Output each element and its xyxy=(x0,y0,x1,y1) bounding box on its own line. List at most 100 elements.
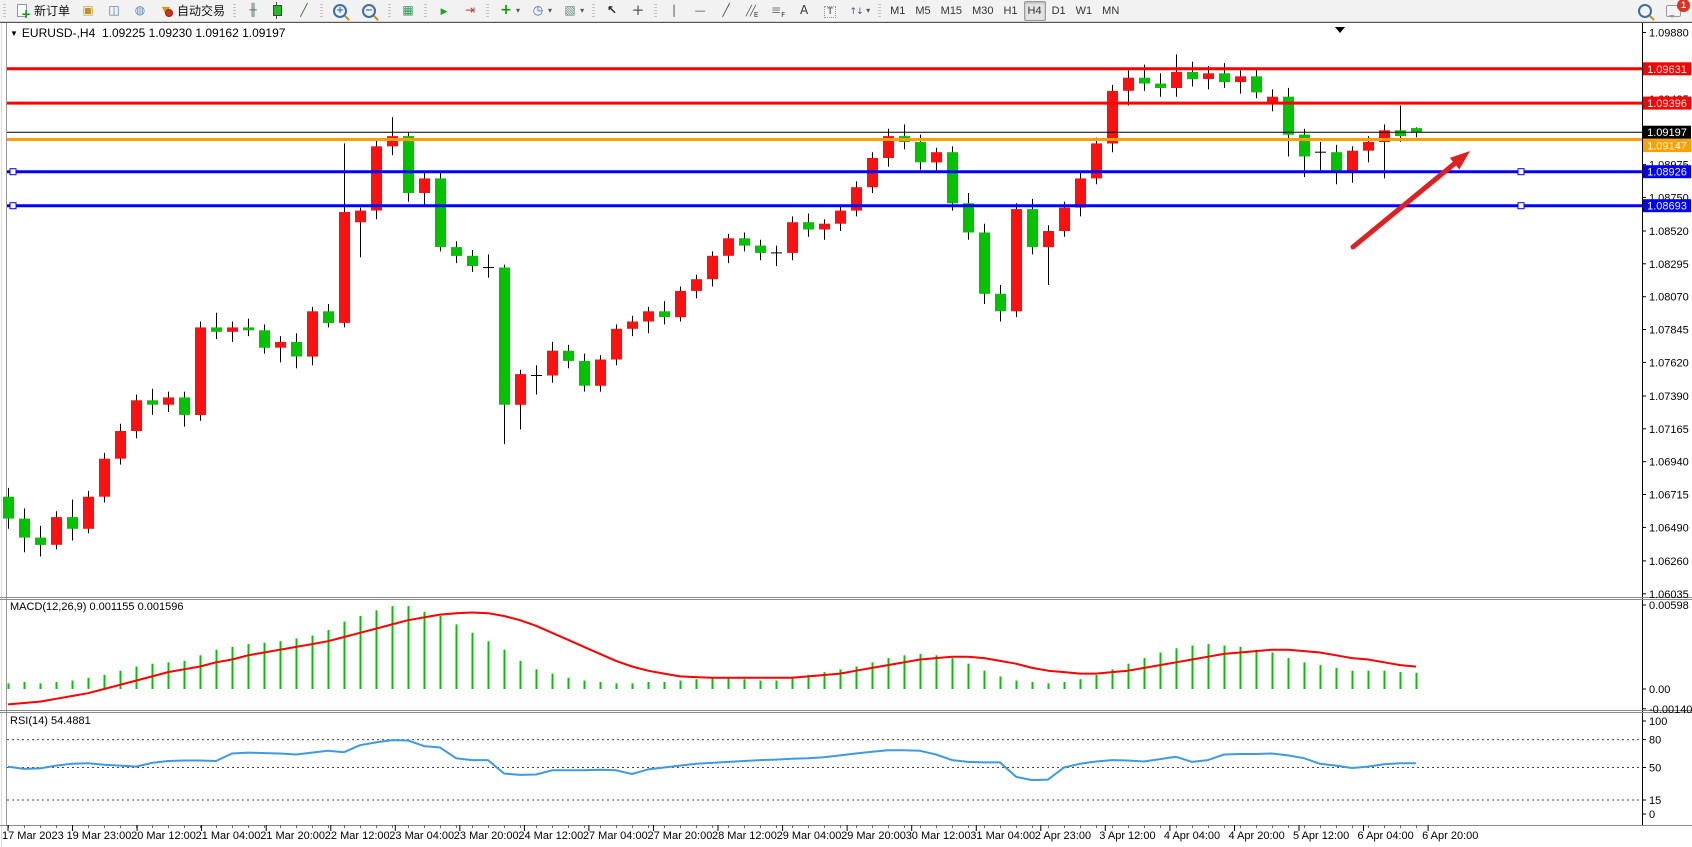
annotation-arrow-shaft[interactable] xyxy=(1350,158,1461,250)
candle-body xyxy=(819,223,830,230)
candle-body xyxy=(371,146,382,211)
price-level-label xyxy=(1643,62,1691,76)
tf-h1[interactable]: H1 xyxy=(999,1,1021,21)
periods-button[interactable]: ▾ xyxy=(526,1,556,21)
tf-w1[interactable]: W1 xyxy=(1072,1,1097,21)
price-tick-label: 1.07390 xyxy=(1649,391,1689,403)
autotrade-button[interactable]: 自动交易 xyxy=(154,1,229,21)
price-level-label-text: 1.08926 xyxy=(1647,167,1687,179)
candle-body xyxy=(403,136,414,193)
candle-body xyxy=(1347,150,1358,172)
candle-body xyxy=(595,359,606,386)
level-handle[interactable] xyxy=(1517,168,1525,176)
candle-body xyxy=(515,374,526,405)
tf-m5[interactable]: M5 xyxy=(911,1,934,21)
time-axis-label: 31 Mar 04:00 xyxy=(970,830,1035,842)
candle-body xyxy=(1283,96,1294,135)
candle-body xyxy=(1043,231,1054,248)
candle-body xyxy=(691,279,702,291)
notification-badge: 1 xyxy=(1677,0,1690,12)
tf-d1[interactable]: D1 xyxy=(1048,1,1070,21)
dropdown-arrow-icon[interactable]: ▾ xyxy=(516,6,521,15)
toolbar-grip xyxy=(486,3,490,18)
candle-body xyxy=(83,496,94,529)
templates-button[interactable]: ▾ xyxy=(558,1,588,21)
tf-h1-label: H1 xyxy=(1003,4,1018,17)
zoom-out-button[interactable]: − xyxy=(357,1,384,21)
candle-body xyxy=(115,431,126,459)
tf-h4[interactable]: H4 xyxy=(1023,0,1046,21)
candle-body xyxy=(451,247,462,256)
candle-body xyxy=(243,327,254,331)
time-axis-label: 5 Apr 12:00 xyxy=(1293,830,1349,842)
price-level-label xyxy=(1643,139,1691,153)
candle-body xyxy=(1411,128,1422,133)
tf-m30[interactable]: M30 xyxy=(968,1,997,21)
candle-body xyxy=(659,311,670,318)
time-axis-label: 29 Mar 20:00 xyxy=(841,830,906,842)
toolbar: 新订单 自动交易 +− ▾ ▾ ▾ ▾ M1 M5 M15 M30 H1 H4 D1 W1 MN 1 xyxy=(0,0,1692,22)
neworder-icon xyxy=(15,3,31,22)
time-axis-label: 19 Mar 23:00 xyxy=(67,830,132,842)
chart-shift-marker[interactable] xyxy=(1335,27,1345,33)
candle-body xyxy=(1171,71,1182,88)
candle-body xyxy=(275,341,286,348)
candle-body xyxy=(979,232,990,294)
rsi-label: RSI(14) 54.4881 xyxy=(10,715,91,727)
tf-m15-label: M15 xyxy=(940,4,963,17)
candle-body xyxy=(19,518,30,538)
price-level-label-text: 1.09197 xyxy=(1647,127,1687,139)
candle-body xyxy=(131,400,142,431)
tf-mn[interactable]: MN xyxy=(1098,1,1123,21)
time-axis-label: 23 Mar 20:00 xyxy=(454,830,519,842)
level-handle[interactable] xyxy=(9,168,17,176)
candle-body xyxy=(995,293,1006,312)
annotation-arrow-head[interactable] xyxy=(1449,151,1470,170)
price-tick-label: 1.06715 xyxy=(1649,490,1689,502)
price-tick-label: 1.08295 xyxy=(1649,259,1689,271)
notifications-button[interactable]: 1 xyxy=(1662,0,1690,21)
candle-body xyxy=(1187,71,1198,80)
macd-signal-line xyxy=(7,611,1417,706)
tf-m1[interactable]: M1 xyxy=(886,1,909,21)
price-level-label xyxy=(1643,165,1691,179)
rsi-tick-label: 0 xyxy=(1649,809,1655,821)
indicators-button[interactable]: ▾ xyxy=(494,1,524,21)
price-tick-label: 1.06940 xyxy=(1649,457,1689,469)
candle-body xyxy=(707,255,718,280)
price-level-label xyxy=(1643,125,1691,139)
price-tick-label: 1.06260 xyxy=(1649,556,1689,568)
chart-dropdown-icon[interactable]: ▼ xyxy=(10,29,18,38)
dropdown-arrow-icon[interactable]: ▾ xyxy=(548,6,553,15)
tf-h4-label: H4 xyxy=(1027,4,1042,17)
candle-body xyxy=(195,327,206,415)
candle-body xyxy=(35,537,46,545)
level-handle[interactable] xyxy=(1517,202,1525,210)
search-button[interactable] xyxy=(1633,1,1660,21)
candle-body xyxy=(163,397,174,405)
candle-body xyxy=(787,222,798,253)
candle-body xyxy=(1395,130,1406,137)
candlestick-chart-button[interactable] xyxy=(267,1,290,21)
candle-body xyxy=(563,350,574,361)
dropdown-arrow-icon[interactable]: ▾ xyxy=(866,6,871,15)
level-handle[interactable] xyxy=(9,202,17,210)
price-tick-label: 1.06490 xyxy=(1649,522,1689,534)
tf-m5-label: M5 xyxy=(915,4,931,17)
tf-m15[interactable]: M15 xyxy=(937,1,966,21)
candle-body xyxy=(1123,77,1134,91)
candle-body xyxy=(355,210,366,223)
time-axis-label: 30 Mar 12:00 xyxy=(906,830,971,842)
toolbar-grip xyxy=(878,3,882,18)
autotrade-button-label: 自动交易 xyxy=(177,4,226,18)
candle-body xyxy=(1299,134,1310,157)
zoom-in-button[interactable]: + xyxy=(328,1,355,21)
arrows-button[interactable]: ▾ xyxy=(844,1,874,21)
dropdown-arrow-icon[interactable]: ▾ xyxy=(580,6,585,15)
toolbar-grip xyxy=(3,3,6,18)
candle-body xyxy=(627,321,638,329)
new-order-button[interactable]: 新订单 xyxy=(11,1,74,22)
price-tick-label: 1.08070 xyxy=(1649,292,1689,304)
chart-symbol-period: EURUSD-,H4 xyxy=(21,26,96,40)
